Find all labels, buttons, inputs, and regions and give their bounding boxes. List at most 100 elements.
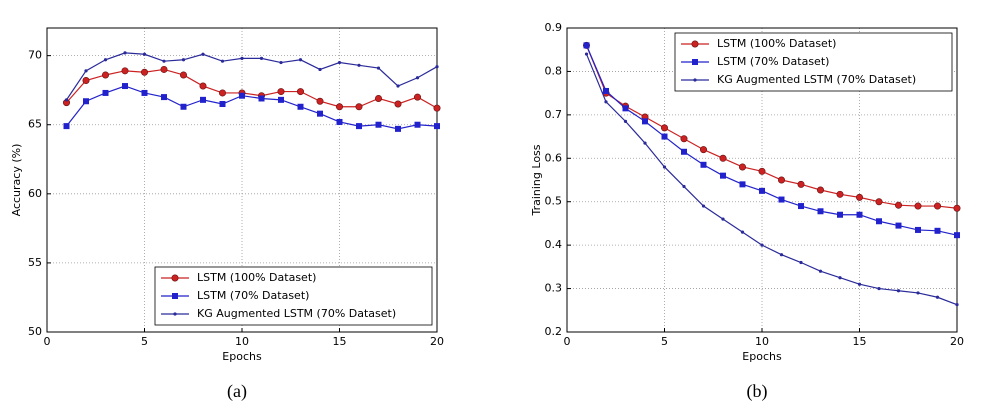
marker bbox=[318, 67, 322, 72]
y-tick-label: 0.5 bbox=[545, 195, 563, 208]
marker bbox=[895, 222, 902, 229]
marker bbox=[171, 274, 179, 282]
marker bbox=[201, 52, 205, 56]
marker bbox=[142, 52, 147, 56]
marker bbox=[700, 161, 707, 168]
marker bbox=[240, 56, 244, 61]
y-axis-label: Training Loss bbox=[530, 144, 543, 216]
y-tick-label: 65 bbox=[28, 118, 42, 131]
marker bbox=[298, 58, 303, 62]
marker bbox=[141, 68, 149, 76]
marker bbox=[258, 95, 265, 102]
marker bbox=[857, 282, 862, 286]
marker bbox=[955, 303, 959, 307]
marker bbox=[692, 59, 698, 65]
marker bbox=[200, 96, 206, 103]
series-line bbox=[585, 53, 958, 306]
marker bbox=[296, 88, 304, 96]
marker bbox=[875, 198, 883, 206]
marker bbox=[356, 123, 362, 130]
marker bbox=[219, 101, 226, 107]
marker bbox=[779, 253, 784, 257]
x-tick-label: 15 bbox=[853, 335, 867, 348]
marker bbox=[933, 202, 941, 210]
y-tick-label: 0.3 bbox=[545, 282, 563, 295]
marker bbox=[355, 103, 363, 111]
x-tick-label: 10 bbox=[755, 335, 769, 348]
marker bbox=[414, 121, 421, 128]
marker bbox=[916, 291, 920, 295]
marker bbox=[172, 293, 178, 299]
marker bbox=[83, 98, 89, 105]
marker bbox=[953, 204, 961, 212]
series-line bbox=[66, 85, 438, 130]
y-tick-label: 50 bbox=[28, 325, 42, 338]
marker bbox=[896, 289, 901, 293]
x-tick-label: 20 bbox=[430, 335, 444, 348]
marker bbox=[413, 93, 421, 101]
marker bbox=[622, 105, 629, 112]
marker bbox=[259, 56, 264, 61]
marker bbox=[374, 94, 382, 102]
x-axis-label: Epochs bbox=[742, 350, 782, 363]
marker bbox=[681, 148, 687, 155]
x-tick-label: 10 bbox=[235, 335, 249, 348]
marker bbox=[934, 227, 941, 234]
plot-frame bbox=[566, 27, 958, 333]
marker bbox=[740, 230, 745, 234]
marker bbox=[316, 97, 324, 105]
marker bbox=[739, 181, 746, 188]
marker bbox=[856, 211, 863, 218]
x-axis-label: Epochs bbox=[222, 350, 262, 363]
marker bbox=[180, 103, 187, 110]
marker bbox=[818, 269, 823, 273]
legend-label: LSTM (70% Dataset) bbox=[717, 55, 829, 68]
marker bbox=[180, 71, 188, 79]
marker bbox=[877, 286, 881, 291]
marker bbox=[699, 146, 707, 154]
x-tick-label: 0 bbox=[44, 335, 51, 348]
marker bbox=[102, 89, 109, 96]
marker bbox=[220, 59, 225, 63]
marker bbox=[643, 141, 647, 145]
marker bbox=[433, 104, 441, 112]
marker bbox=[173, 312, 177, 316]
marker bbox=[836, 190, 844, 198]
marker bbox=[661, 133, 668, 140]
legend-box bbox=[154, 266, 433, 326]
marker bbox=[623, 119, 628, 123]
y-tick-label: 0.7 bbox=[545, 108, 563, 121]
marker bbox=[63, 123, 70, 130]
marker bbox=[691, 40, 699, 48]
marker bbox=[279, 60, 283, 65]
y-tick-label: 0.9 bbox=[545, 21, 563, 34]
marker bbox=[855, 193, 863, 201]
marker bbox=[102, 71, 110, 79]
marker bbox=[838, 276, 842, 280]
marker bbox=[162, 59, 166, 63]
y-tick-label: 0.4 bbox=[545, 238, 563, 251]
marker bbox=[894, 201, 902, 209]
caption: (a) bbox=[227, 381, 247, 402]
marker bbox=[160, 65, 168, 73]
marker bbox=[680, 135, 688, 143]
marker bbox=[239, 92, 245, 99]
marker bbox=[660, 124, 668, 132]
marker bbox=[758, 167, 766, 175]
marker bbox=[395, 125, 401, 132]
marker bbox=[415, 76, 420, 80]
marker bbox=[954, 232, 960, 239]
marker bbox=[682, 184, 686, 189]
marker bbox=[317, 110, 323, 117]
marker bbox=[720, 172, 726, 179]
legend-label: LSTM (70% Dataset) bbox=[197, 289, 309, 302]
marker bbox=[103, 58, 108, 62]
y-tick-label: 60 bbox=[28, 187, 42, 200]
marker bbox=[760, 243, 764, 247]
marker bbox=[84, 69, 88, 73]
legend-label: KG Augmented LSTM (70% Dataset) bbox=[197, 307, 396, 320]
y-tick-label: 0.6 bbox=[545, 151, 563, 164]
legend-label: KG Augmented LSTM (70% Dataset) bbox=[717, 73, 916, 86]
marker bbox=[181, 58, 186, 62]
